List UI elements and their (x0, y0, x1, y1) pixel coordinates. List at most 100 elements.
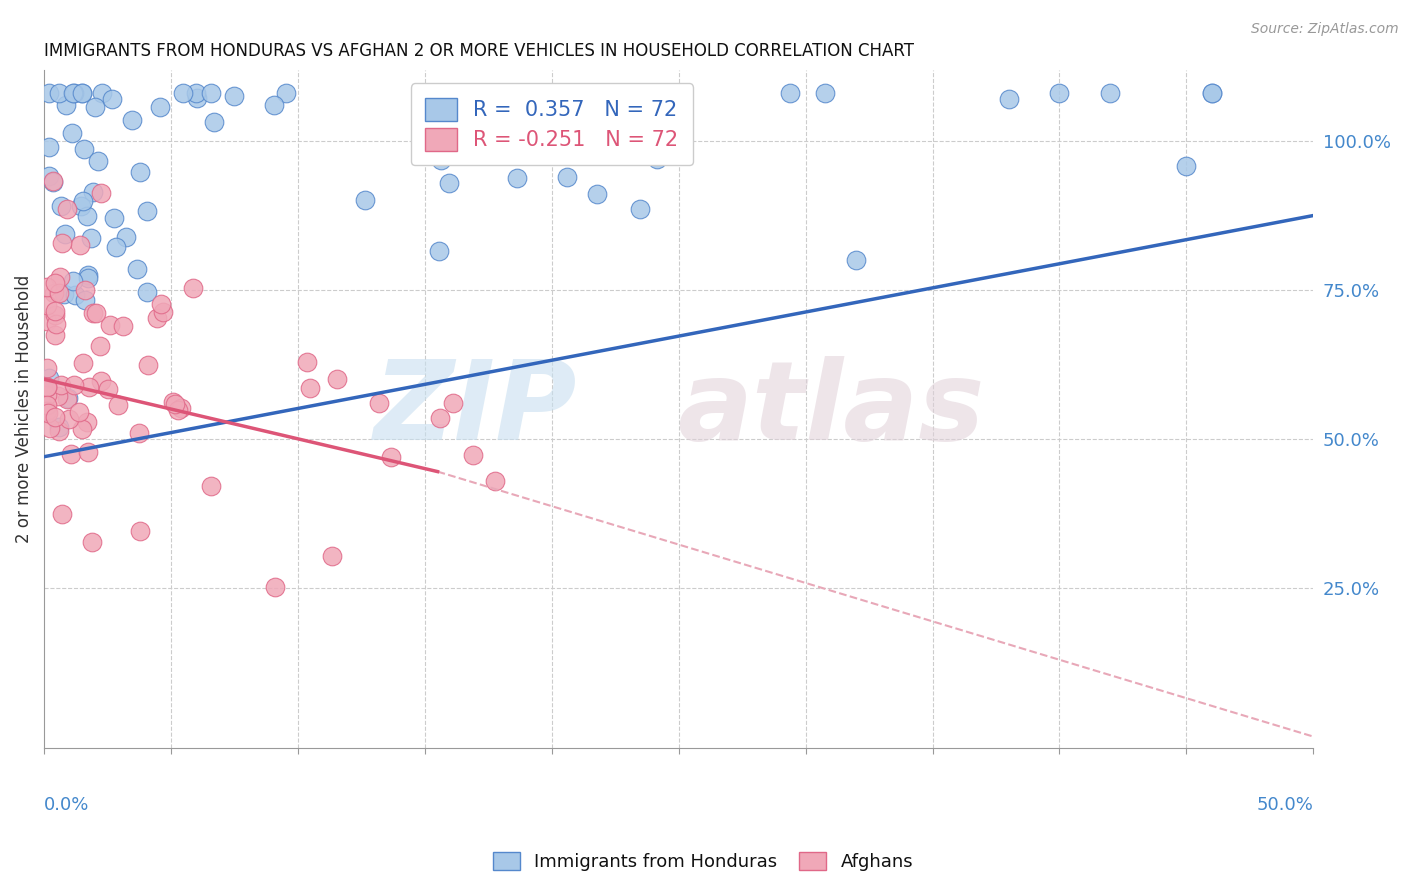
Point (263, 580, 285, 594)
Point (70, 422, 93, 436)
Point (107, 397, 129, 411)
Point (91, 87, 114, 101)
Point (555, 169, 578, 184)
Point (77, 271, 100, 285)
Point (136, 204, 159, 219)
Point (44, 409, 66, 424)
Point (181, 280, 204, 294)
Point (149, 100, 172, 114)
Point (38, 420, 60, 434)
Point (224, 89, 246, 103)
Point (354, 194, 377, 208)
Point (263, 97, 285, 112)
Point (165, 396, 187, 410)
Point (128, 524, 150, 538)
Point (172, 87, 194, 101)
Point (585, 187, 607, 202)
Point (44, 303, 66, 318)
Legend: R =  0.357   N = 72, R = -0.251   N = 72: R = 0.357 N = 72, R = -0.251 N = 72 (411, 84, 693, 165)
Point (98, 318, 121, 332)
Point (321, 549, 343, 564)
Point (87, 153, 110, 168)
Point (506, 171, 529, 186)
Point (845, 253, 868, 268)
Point (82, 305, 104, 319)
Point (80, 231, 103, 245)
Point (76, 210, 98, 224)
Point (814, 87, 837, 101)
Text: 50.0%: 50.0% (1257, 796, 1313, 814)
Point (72, 194, 94, 209)
Point (170, 401, 193, 416)
Point (48, 286, 70, 301)
Point (162, 395, 184, 409)
Point (146, 311, 169, 326)
Point (82, 185, 104, 199)
Point (44, 328, 66, 343)
Point (72, 87, 94, 101)
Point (77, 445, 100, 459)
Point (42, 174, 65, 188)
Point (35, 298, 58, 312)
Point (35, 398, 58, 412)
Point (80, 534, 103, 549)
Point (620, 87, 643, 101)
Point (326, 372, 349, 386)
Point (186, 91, 208, 105)
Point (89, 338, 111, 352)
Point (67, 405, 90, 419)
Point (90, 186, 112, 201)
Point (202, 115, 225, 129)
Point (135, 285, 157, 300)
Point (628, 202, 651, 217)
Point (368, 396, 391, 410)
Point (62, 275, 84, 289)
Point (38, 169, 60, 183)
Point (62, 87, 84, 101)
Point (441, 396, 464, 410)
Point (55, 98, 77, 112)
Point (111, 319, 134, 334)
Point (35, 280, 58, 294)
Point (73, 142, 96, 156)
Point (48, 420, 70, 434)
Point (437, 177, 460, 191)
Point (46, 389, 69, 403)
Point (997, 92, 1019, 106)
Point (48, 87, 70, 101)
Point (35, 380, 58, 394)
Point (42, 175, 65, 189)
Point (72, 356, 94, 370)
Point (508, 87, 530, 101)
Point (1201, 87, 1223, 101)
Point (72, 87, 94, 101)
Point (125, 261, 148, 276)
Point (83, 100, 105, 114)
Y-axis label: 2 or more Vehicles in Household: 2 or more Vehicles in Household (15, 275, 32, 543)
Point (105, 240, 128, 254)
Point (149, 297, 172, 311)
Point (97, 382, 120, 396)
Point (73, 283, 96, 297)
Point (56, 391, 79, 405)
Point (136, 359, 159, 373)
Point (128, 425, 150, 440)
Point (645, 152, 668, 166)
Text: ZIP: ZIP (374, 356, 576, 463)
Point (35, 361, 58, 376)
Point (86, 306, 108, 320)
Point (429, 411, 451, 425)
Point (75, 293, 97, 308)
Point (44, 277, 66, 291)
Text: Source: ZipAtlas.com: Source: ZipAtlas.com (1251, 22, 1399, 37)
Point (186, 87, 208, 101)
Point (200, 479, 222, 493)
Point (90, 374, 112, 388)
Point (35, 404, 58, 418)
Point (60, 447, 83, 461)
Text: IMMIGRANTS FROM HONDURAS VS AFGHAN 2 OR MORE VEHICLES IN HOUSEHOLD CORRELATION C: IMMIGRANTS FROM HONDURAS VS AFGHAN 2 OR … (44, 42, 914, 60)
Point (114, 230, 136, 244)
Point (103, 211, 125, 225)
Point (49, 378, 72, 392)
Point (52, 286, 75, 301)
